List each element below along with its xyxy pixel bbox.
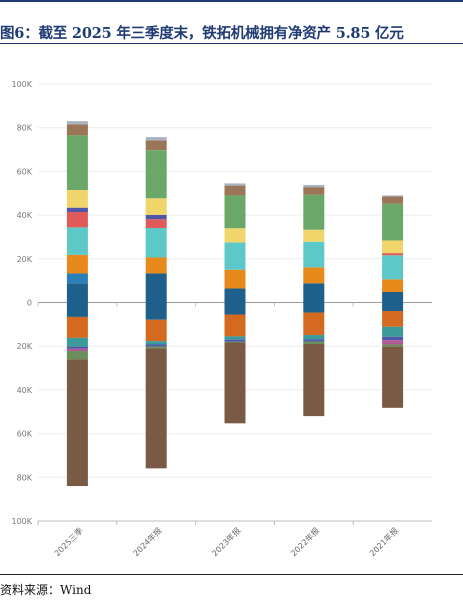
bar-segment-positive	[66, 254, 88, 274]
bar-segment-negative	[145, 344, 167, 347]
bar-segment-positive	[145, 273, 167, 303]
bar-segment-positive	[224, 228, 246, 243]
bar-segment-negative	[382, 340, 404, 345]
bar-segment-positive	[66, 283, 88, 303]
y-tick-label: 20K	[17, 342, 33, 351]
bar-segment-positive	[382, 292, 404, 303]
bar-segment-negative	[66, 359, 88, 487]
bar-segment-negative	[66, 316, 88, 338]
bar-segment-negative	[303, 341, 325, 345]
bar-segment-positive	[303, 194, 325, 230]
bar-segment-positive	[224, 242, 246, 270]
bar-segment-negative	[303, 302, 325, 313]
bars	[66, 121, 404, 487]
x-tick-label: 2021年报	[367, 525, 400, 558]
bar-segment-negative	[382, 336, 404, 341]
x-tick-label: 2023年报	[210, 525, 243, 558]
bar-segment-positive	[224, 195, 246, 229]
bar-segment-negative	[145, 341, 167, 345]
bar-segment-negative	[382, 326, 404, 337]
bar-segment-negative	[303, 344, 325, 417]
bar-segment-positive	[303, 229, 325, 242]
bar-segment-positive	[382, 203, 404, 241]
source-note: 资料来源：Wind	[0, 583, 92, 597]
bar-segment-positive	[224, 269, 246, 289]
figure-title: 图6：截至 2025 年三季度末，铁拓机械拥有净资产 5.85 亿元	[0, 25, 404, 42]
bar-segment-positive	[303, 241, 325, 268]
bar-segment-positive	[145, 219, 167, 228]
bar-segment-negative	[382, 346, 404, 408]
bottom-rule	[0, 574, 463, 575]
bar-segment-positive	[66, 124, 88, 136]
x-tick-label: 2022年报	[288, 525, 321, 558]
bar-segment-negative	[224, 339, 246, 342]
bar-segment-positive	[145, 227, 167, 258]
bar-segment-negative	[382, 311, 404, 327]
bar-segment-positive	[145, 140, 167, 151]
bar-segment-positive	[66, 121, 88, 125]
bar-segment-negative	[224, 302, 246, 315]
top-rule	[0, 0, 463, 2]
bar-segment-negative	[382, 302, 404, 312]
bar-segment-negative	[145, 346, 167, 349]
bar-segment-negative	[145, 302, 167, 320]
x-tick-label: 2024年报	[131, 525, 164, 558]
bar-segment-positive	[303, 283, 325, 303]
bar-segment-negative	[66, 302, 88, 317]
bar-segment-positive	[382, 279, 404, 293]
y-tick-label: 0	[27, 299, 32, 308]
bar-segment-negative	[224, 336, 246, 340]
bar-segment-negative	[66, 348, 88, 352]
y-tick-label: 60K	[17, 167, 33, 176]
bar-segment-negative	[66, 346, 88, 349]
bar-segment-positive	[224, 288, 246, 303]
bar-segment-positive	[382, 195, 404, 197]
bar-segment-negative	[303, 335, 325, 340]
bar-segment-negative	[224, 341, 246, 343]
bar-segment-positive	[303, 184, 325, 188]
bar-segment-positive	[382, 255, 404, 280]
bar-segment-positive	[66, 273, 88, 284]
y-tick-label: 100K	[11, 80, 32, 89]
bar-segment-positive	[66, 207, 88, 213]
bar-segment-positive	[224, 183, 246, 186]
y-tick-label: 20K	[17, 255, 33, 264]
bar-segment-negative	[303, 312, 325, 336]
y-tick-label: 60K	[17, 430, 33, 439]
y-tick-label: 80K	[17, 124, 33, 133]
bar-segment-positive	[303, 267, 325, 284]
bar-segment-negative	[66, 351, 88, 360]
x-tick-label: 2025三季	[52, 525, 85, 558]
y-tick-label: 80K	[17, 473, 33, 482]
y-tick-label: 40K	[17, 211, 33, 220]
bar-segment-positive	[66, 227, 88, 255]
bar-segment-positive	[224, 185, 246, 196]
bar-segment-positive	[145, 198, 167, 215]
bar-segment-negative	[145, 348, 167, 469]
bar-segment-positive	[303, 187, 325, 195]
bar-segment-negative	[66, 337, 88, 347]
bar-segment-negative	[224, 314, 246, 337]
bar-segment-negative	[382, 344, 404, 347]
stacked-bar-chart: 100K 80K 60K 40K 20K 0 20K 40K 60K 80K 100K 2025三季 2…	[11, 80, 432, 558]
bar-segment-positive	[382, 240, 404, 254]
bar-segment-positive	[66, 135, 88, 190]
bar-segment-negative	[145, 319, 167, 342]
bar-segment-positive	[145, 137, 167, 141]
y-tick-label: 40K	[17, 386, 33, 395]
bar-segment-positive	[145, 214, 167, 220]
y-tick-label: 100K	[11, 517, 32, 526]
bar-segment-positive	[145, 257, 167, 274]
bar-segment-positive	[66, 189, 88, 208]
bar-segment-positive	[382, 253, 404, 256]
bar-segment-positive	[145, 150, 167, 199]
bar-segment-negative	[303, 339, 325, 342]
bar-segment-positive	[382, 196, 404, 204]
bar-segment-negative	[224, 342, 246, 424]
bar-segment-positive	[66, 212, 88, 228]
title-rule	[0, 43, 463, 44]
